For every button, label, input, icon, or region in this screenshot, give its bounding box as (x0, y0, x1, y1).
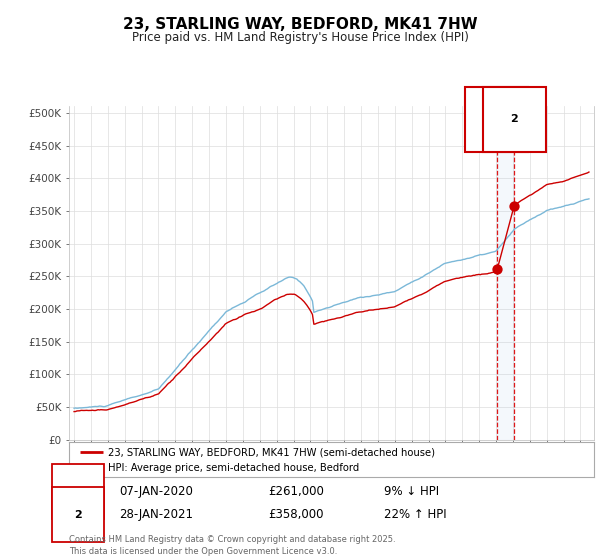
Text: HPI: Average price, semi-detached house, Bedford: HPI: Average price, semi-detached house,… (109, 464, 359, 473)
Text: 2: 2 (74, 510, 82, 520)
Text: £261,000: £261,000 (269, 485, 325, 498)
Text: Price paid vs. HM Land Registry's House Price Index (HPI): Price paid vs. HM Land Registry's House … (131, 31, 469, 44)
Text: 22% ↑ HPI: 22% ↑ HPI (384, 508, 446, 521)
Text: 1: 1 (74, 487, 82, 497)
Text: 28-JAN-2021: 28-JAN-2021 (119, 508, 193, 521)
Text: 23, STARLING WAY, BEDFORD, MK41 7HW: 23, STARLING WAY, BEDFORD, MK41 7HW (122, 17, 478, 32)
Point (492, 265, 502, 274)
Bar (497, 106, 514, 440)
Text: 9% ↓ HPI: 9% ↓ HPI (384, 485, 439, 498)
Text: Contains HM Land Registry data © Crown copyright and database right 2025.
This d: Contains HM Land Registry data © Crown c… (69, 535, 395, 556)
Text: 2: 2 (511, 114, 518, 124)
Text: 1: 1 (493, 114, 500, 124)
Text: £358,000: £358,000 (269, 508, 324, 521)
Text: 07-JAN-2020: 07-JAN-2020 (119, 485, 193, 498)
Point (509, 201, 519, 210)
Text: 23, STARLING WAY, BEDFORD, MK41 7HW (semi-detached house): 23, STARLING WAY, BEDFORD, MK41 7HW (sem… (109, 447, 436, 457)
